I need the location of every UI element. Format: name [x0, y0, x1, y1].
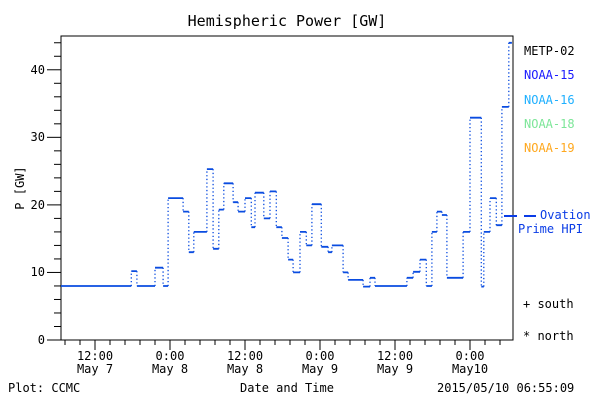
x-tick-label: 0:00 May10	[435, 350, 505, 376]
y-tick-label: 10	[30, 265, 45, 280]
x-tick-label: 0:00 May 9	[285, 350, 355, 376]
plot-credit: Plot: CCMC	[8, 381, 81, 395]
x-tick-label: 12:00 May 9	[360, 350, 430, 376]
north-marker-key: * north	[523, 329, 574, 343]
x-tick-date: May 9	[301, 362, 339, 376]
x-tick-date: May 8	[151, 362, 189, 376]
x-tick-label: 12:00 May 7	[60, 350, 130, 376]
plot-frame	[60, 35, 514, 341]
legend-item-noaa-16: NOAA-16	[524, 92, 575, 107]
x-tick-date: May 9	[376, 362, 414, 376]
x-tick-date: May10	[451, 362, 489, 376]
x-tick-time: 0:00	[455, 349, 485, 363]
chart-title: Hemispheric Power [GW]	[187, 12, 387, 30]
legend-item-noaa-18: NOAA-18	[524, 116, 575, 131]
x-tick-date: May 8	[226, 362, 264, 376]
x-tick-time: 12:00	[226, 349, 264, 363]
x-tick-label: 12:00 May 8	[210, 350, 280, 376]
legend-item-metp-02: METP-02	[524, 44, 575, 58]
x-tick-time: 12:00	[376, 349, 414, 363]
x-tick-time: 0:00	[155, 349, 185, 363]
legend-item-noaa-15: NOAA-15	[524, 68, 575, 83]
x-axis-ticks	[64, 340, 501, 350]
legend-item-noaa-19: NOAA-19	[524, 141, 575, 156]
ovation-prime-hpi-label-line2: Prime HPI	[518, 222, 584, 236]
x-tick-label: 0:00 May 8	[135, 350, 205, 376]
x-tick-time: 12:00	[76, 349, 114, 363]
x-tick-time: 0:00	[305, 349, 335, 363]
y-tick-label: 40	[30, 62, 45, 77]
ovation-prime-hpi-label-line1: Ovation	[540, 208, 591, 222]
x-tick-date: May 7	[76, 362, 114, 376]
y-tick-label: 20	[30, 197, 45, 212]
x-axis-title: Date and Time	[240, 381, 334, 395]
y-axis-ticks	[47, 42, 61, 341]
hpi-step-line	[61, 41, 512, 288]
plot-timestamp: 2015/05/10 06:55:09	[437, 381, 575, 395]
y-tick-label: 0	[37, 333, 45, 347]
y-tick-label: 30	[30, 130, 45, 145]
hpi-step-line-verticals	[130, 42, 510, 287]
south-marker-key: + south	[523, 297, 574, 311]
